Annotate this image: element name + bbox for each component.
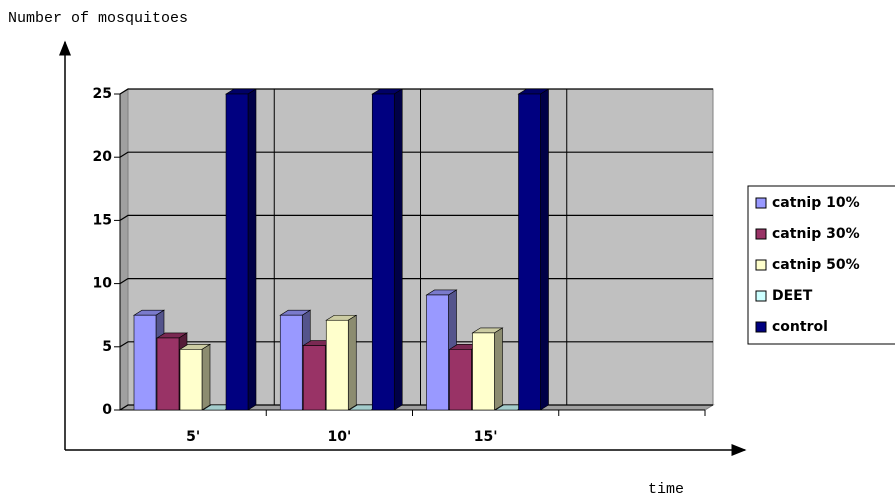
legend-label: catnip 50% (772, 257, 860, 273)
grid-line (119, 151, 713, 158)
grid-line (119, 214, 713, 221)
y-tick-label: 10 (93, 276, 113, 292)
bar-front (325, 319, 349, 411)
plot-side (119, 88, 129, 411)
x-tick-label: 5' (186, 429, 200, 445)
y-tick-label: 5 (102, 339, 112, 355)
y-tick-label: 15 (93, 212, 112, 228)
bar-front (279, 314, 303, 411)
bar-side (201, 343, 211, 411)
bar (471, 327, 504, 411)
legend-label: DEET (772, 288, 813, 304)
y-tick-label: 25 (93, 86, 112, 102)
bar-front (133, 314, 157, 411)
bar (325, 314, 358, 411)
bar-front (302, 345, 326, 411)
legend-label: catnip 30% (772, 226, 860, 242)
bar-side (347, 314, 357, 411)
bar-front (225, 93, 249, 411)
bar (517, 88, 550, 411)
y-axis-label: Number of mosquitoes (8, 10, 188, 27)
grid-line (119, 341, 713, 348)
grid-line (119, 88, 713, 95)
bar-front (179, 349, 203, 411)
bar-side (494, 327, 503, 411)
x-axis-label: time (648, 481, 684, 497)
bar (224, 88, 258, 411)
legend-label: control (772, 319, 828, 335)
bar-front (472, 332, 495, 411)
legend-swatch (755, 321, 767, 333)
bar-front (518, 93, 541, 411)
bar-front (156, 337, 180, 411)
bar (371, 88, 404, 411)
grid-line (119, 278, 713, 285)
bar-front (371, 93, 395, 411)
x-tick-label: 10' (327, 429, 351, 445)
bar-side (393, 88, 403, 411)
legend-swatch (755, 228, 767, 240)
bar-front (449, 349, 472, 411)
legend-swatch (755, 197, 767, 209)
bar (178, 343, 212, 411)
y-tick-label: 20 (93, 149, 113, 165)
y-tick-label: 0 (102, 402, 112, 418)
bar-front (426, 294, 449, 411)
bar-side (540, 88, 549, 411)
x-tick-label: 15' (474, 429, 498, 445)
legend-box (747, 185, 895, 345)
legend-swatch (755, 259, 767, 271)
bar-side (247, 88, 257, 411)
legend-label: catnip 10% (772, 195, 860, 211)
legend-swatch (755, 290, 767, 302)
